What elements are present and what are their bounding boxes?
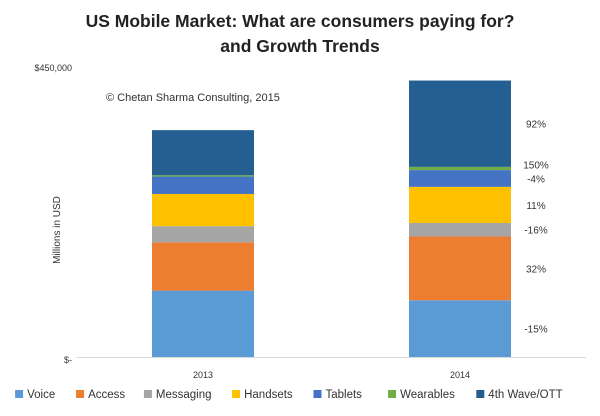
bar-segment-messaging-2013 [152, 226, 254, 243]
bar-segment-wearables-2014 [409, 166, 511, 171]
bar-segment-4th-wave-ott-2014 [409, 80, 511, 167]
copyright-annotation: © Chetan Sharma Consulting, 2015 [106, 92, 280, 104]
bar-segment-voice-2014 [409, 300, 511, 357]
growth-labels: -15% 32% -16% 11% -4% 150% 92% [523, 120, 549, 336]
legend-swatch-4th-wave-ott [476, 390, 485, 398]
bar-segment-4th-wave-ott-2013 [152, 130, 254, 176]
y-tick-top: $450,000 [34, 63, 72, 73]
bar-segment-handsets-2014 [409, 186, 511, 223]
growth-label: 92% [526, 120, 546, 131]
bar-segment-handsets-2013 [152, 193, 254, 227]
legend-label-access: Access [88, 389, 125, 401]
legend-label-handsets: Handsets [244, 389, 293, 401]
legend-label-wearables: Wearables [400, 389, 455, 401]
legend-label-voice: Voice [27, 389, 55, 401]
bar-segment-access-2013 [152, 242, 254, 291]
growth-label: -15% [524, 325, 547, 336]
growth-label: -4% [527, 174, 545, 185]
x-tick-labels: 2013 2014 [193, 370, 470, 380]
bars-group [152, 80, 511, 357]
bar-segment-tablets-2014 [409, 170, 511, 187]
chart-subtitle: and Growth Trends [220, 36, 380, 56]
bar-segment-access-2014 [409, 236, 511, 301]
growth-label: 32% [526, 264, 546, 275]
legend-swatch-handsets [232, 390, 241, 398]
growth-label: -16% [524, 226, 547, 237]
legend-swatch-voice [15, 390, 24, 398]
legend-swatch-tablets [313, 390, 322, 398]
y-tick-bottom: $- [64, 355, 72, 365]
legend-swatch-wearables [388, 390, 397, 398]
growth-label: 150% [523, 160, 549, 171]
growth-label: 11% [526, 201, 545, 212]
legend-swatch-messaging [143, 390, 152, 398]
legend-label-messaging: Messaging [156, 389, 212, 401]
legend: Voice Access Messaging Handsets Tablets Weara… [15, 389, 563, 401]
x-tick-label: 2013 [193, 370, 213, 380]
bar-segment-voice-2013 [152, 290, 254, 357]
y-axis-label: Millions in USD [52, 196, 63, 264]
x-tick-label: 2014 [450, 370, 470, 380]
bar-segment-messaging-2014 [409, 222, 511, 237]
legend-label-4th-wave-ott: 4th Wave/OTT [488, 389, 562, 401]
bar-segment-tablets-2013 [152, 176, 254, 194]
legend-label-tablets: Tablets [326, 389, 363, 401]
chart-title: US Mobile Market: What are consumers pay… [86, 11, 515, 31]
bar-segment-wearables-2013 [152, 175, 254, 177]
legend-swatch-access [76, 390, 85, 398]
